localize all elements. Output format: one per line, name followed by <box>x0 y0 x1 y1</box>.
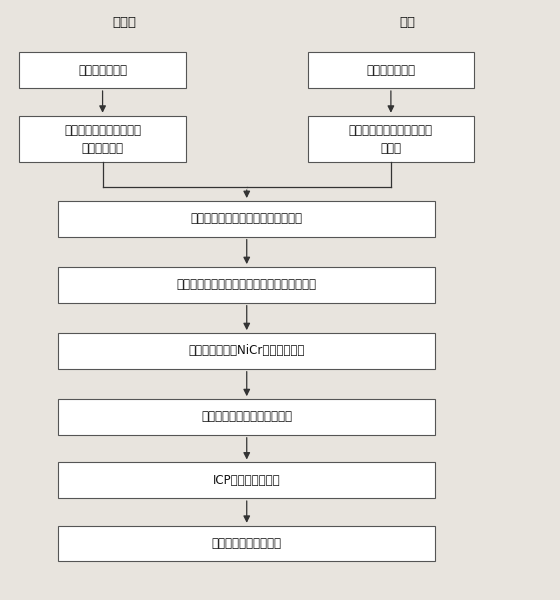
Text: 衬底: 衬底 <box>399 16 416 29</box>
FancyBboxPatch shape <box>58 463 435 498</box>
FancyBboxPatch shape <box>308 52 474 88</box>
Text: 去除光刻胶和金属掩模: 去除光刻胶和金属掩模 <box>212 537 282 550</box>
Text: 碾磨抛光，使波导层减薄至所设计的波导高度: 碾磨抛光，使波导层减薄至所设计的波导高度 <box>177 278 317 292</box>
Text: 外加电场极化法得到周期
极化的波导层: 外加电场极化法得到周期 极化的波导层 <box>64 124 141 155</box>
Text: 波导层: 波导层 <box>113 16 137 29</box>
FancyBboxPatch shape <box>58 526 435 562</box>
Text: 匀胶法在衬底层的一面涂上
光学胶: 匀胶法在衬底层的一面涂上 光学胶 <box>349 124 433 155</box>
FancyBboxPatch shape <box>308 116 474 163</box>
FancyBboxPatch shape <box>58 333 435 369</box>
Text: 掺锌铌酸锂晶体: 掺锌铌酸锂晶体 <box>78 64 127 77</box>
FancyBboxPatch shape <box>20 116 186 163</box>
Text: 用键合机将波导层与衬底粘合至一起: 用键合机将波导层与衬底粘合至一起 <box>191 212 303 226</box>
Text: 波导层表面沉积NiCr合金的金属膜: 波导层表面沉积NiCr合金的金属膜 <box>189 344 305 358</box>
FancyBboxPatch shape <box>58 267 435 303</box>
Text: 掺铁铌酸锂晶体: 掺铁铌酸锂晶体 <box>366 64 416 77</box>
Text: 光刻将波导形状转移到晶圆上: 光刻将波导形状转移到晶圆上 <box>201 410 292 424</box>
Text: ICP刻蚀出脊形结构: ICP刻蚀出脊形结构 <box>213 474 281 487</box>
FancyBboxPatch shape <box>58 201 435 237</box>
FancyBboxPatch shape <box>20 52 186 88</box>
FancyBboxPatch shape <box>58 399 435 435</box>
